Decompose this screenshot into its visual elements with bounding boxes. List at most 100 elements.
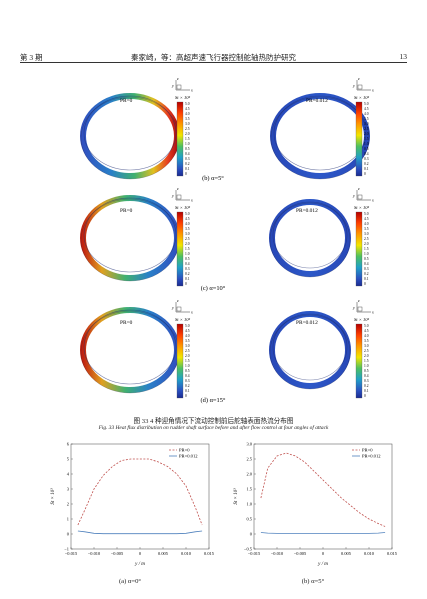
figure-caption-en: Fig. 33 Heat flux distribution on rudder… xyxy=(98,425,329,431)
colorbar-tick-label: 0.3 xyxy=(364,157,369,161)
colorbar-tick-label: 5.0 xyxy=(185,102,190,106)
colorbar-tick-label: 0.2 xyxy=(185,162,190,166)
contour-label-right: PR=0.012 xyxy=(306,98,328,104)
colorbar-tick-label: 5.0 xyxy=(364,102,369,106)
colorbar-tick-label: 0.3 xyxy=(364,379,369,383)
colorbar-tick-label: 0.4 xyxy=(185,374,190,378)
y-tick-label: 0.5 xyxy=(247,517,253,522)
y-tick-label: 6 xyxy=(67,442,70,447)
y-axis-label: St × 10³ xyxy=(50,488,56,505)
colorbar-tick-label: 2.5 xyxy=(185,127,190,131)
colorbar-tick-label: 3.5 xyxy=(364,227,369,231)
y-tick-label: 2 xyxy=(67,502,69,507)
line-chart-alpha-5: −0.015 −0.010 −0.005 0 0.005 0.010 0.015 −0.5 0 0… xyxy=(233,442,398,568)
panel-caption: (b) α=5° xyxy=(202,175,224,182)
axis-y-label: y xyxy=(171,193,174,198)
chart-caption-a: (a) α=0° xyxy=(118,578,142,585)
rudder-shaft-ring xyxy=(269,199,351,278)
contour-label-left: PR=0 xyxy=(120,208,133,214)
colorbar-title: St × 10³ xyxy=(354,317,370,322)
x-tick-label: 0 xyxy=(322,551,325,556)
legend-label: PR=0 xyxy=(179,448,190,453)
colorbar-tick-label: 0.1 xyxy=(185,277,190,281)
y-tick-label: −0.5 xyxy=(244,547,253,552)
x-axis-label: y / m xyxy=(317,562,328,567)
axis-x-label: x xyxy=(371,198,374,203)
y-tick-label: 2.0 xyxy=(247,472,253,477)
colorbar-tick-label: 2.0 xyxy=(364,132,369,136)
colorbar-tick-label: 4.0 xyxy=(185,112,190,116)
colorbar-tick-label: 0.3 xyxy=(185,379,190,383)
colorbar-tick-label: 1.0 xyxy=(364,252,369,256)
colorbar-tick-label: 0 xyxy=(185,282,187,286)
axis-y-label: y xyxy=(352,83,355,88)
axis-x-label: x xyxy=(371,88,374,93)
colorbar-title: St × 10³ xyxy=(354,205,370,210)
axis-x-label: x xyxy=(371,310,374,315)
rudder-shaft-ring xyxy=(80,93,180,180)
y-tick-label: 2.5 xyxy=(247,457,253,462)
x-tick-label: −0.005 xyxy=(294,551,307,556)
contour-label-left: PR=0 xyxy=(120,98,133,104)
y-tick-label: 4 xyxy=(67,472,70,477)
colorbar-tick-label: 4.5 xyxy=(364,107,369,111)
y-tick-label: 1 xyxy=(67,517,69,522)
colorbar-tick-label: 3.0 xyxy=(364,232,369,236)
colorbar-tick-label: 1.0 xyxy=(185,252,190,256)
colorbar-tick-label: 3.0 xyxy=(364,122,369,126)
colorbar-tick-label: 3.5 xyxy=(185,227,190,231)
colorbar-tick-label: 4.5 xyxy=(364,217,369,221)
colorbar-tick-label: 0.5 xyxy=(185,257,190,261)
y-tick-label: 0 xyxy=(250,532,253,537)
colorbar-tick-label: 2.0 xyxy=(185,354,190,358)
colorbar-tick-label: 0 xyxy=(185,394,187,398)
colorbar-tick-label: 4.5 xyxy=(185,329,190,333)
x-tick-label: 0.015 xyxy=(204,551,215,556)
colorbar-tick-label: 3.5 xyxy=(185,117,190,121)
x-tick-label: 0.015 xyxy=(387,551,398,556)
colorbar-tick-label: 1.5 xyxy=(364,247,369,251)
colorbar-tick-label: 2.5 xyxy=(364,127,369,131)
colorbar-tick-label: 0.5 xyxy=(185,147,190,151)
colorbar-tick-label: 4.5 xyxy=(185,107,190,111)
colorbar-title: St × 10³ xyxy=(175,205,191,210)
colorbar-tick-label: 3.0 xyxy=(185,232,190,236)
colorbar-tick-label: 5.0 xyxy=(364,212,369,216)
colorbar-tick-label: 0.1 xyxy=(364,389,369,393)
series-line xyxy=(77,530,203,535)
colorbar: St × 10³5.04.54.03.53.02.52.01.51.00.50.… xyxy=(354,95,370,176)
colorbar-tick-label: 3.0 xyxy=(185,344,190,348)
axis-triad-icon: zy x xyxy=(352,186,374,203)
x-tick-label: −0.015 xyxy=(248,551,261,556)
colorbar-tick-label: 3.5 xyxy=(364,117,369,121)
legend-label: PR=0 xyxy=(362,448,373,453)
y-tick-label: −1 xyxy=(64,547,69,552)
page-number: 13 xyxy=(399,52,408,61)
axis-triad-icon: zy x xyxy=(352,76,374,93)
axis-y-label: y xyxy=(352,193,355,198)
axis-y-label: y xyxy=(171,83,174,88)
colorbar-tick-label: 0.1 xyxy=(364,167,369,171)
colorbar-tick-label: 4.0 xyxy=(364,112,369,116)
colorbar-title: St × 10³ xyxy=(175,317,191,322)
colorbar-tick-label: 5.0 xyxy=(364,324,369,328)
colorbar-tick-label: 0.1 xyxy=(185,167,190,171)
colorbar-tick-label: 3.0 xyxy=(364,344,369,348)
rudder-shaft-ring xyxy=(270,93,370,180)
colorbar: St × 10³5.04.54.03.53.02.52.01.51.00.50.… xyxy=(354,205,370,286)
axis-z-label: z xyxy=(176,298,179,303)
rudder-shaft-ring xyxy=(269,311,351,390)
contour-label-left: PR=0 xyxy=(120,320,133,326)
axis-z-label: z xyxy=(176,186,179,191)
colorbar-tick-label: 2.0 xyxy=(185,132,190,136)
colorbar-tick-label: 0.4 xyxy=(185,262,190,266)
y-tick-label: 0 xyxy=(67,532,70,537)
colorbar-tick-label: 5.0 xyxy=(185,212,190,216)
series-line xyxy=(77,458,203,526)
y-tick-label: 3.0 xyxy=(247,442,253,447)
chart-caption-b: (b) α=5° xyxy=(301,578,325,585)
panel-caption: (d) α=15° xyxy=(201,397,226,404)
colorbar-tick-label: 0.1 xyxy=(364,277,369,281)
x-tick-label: 0.005 xyxy=(158,551,169,556)
